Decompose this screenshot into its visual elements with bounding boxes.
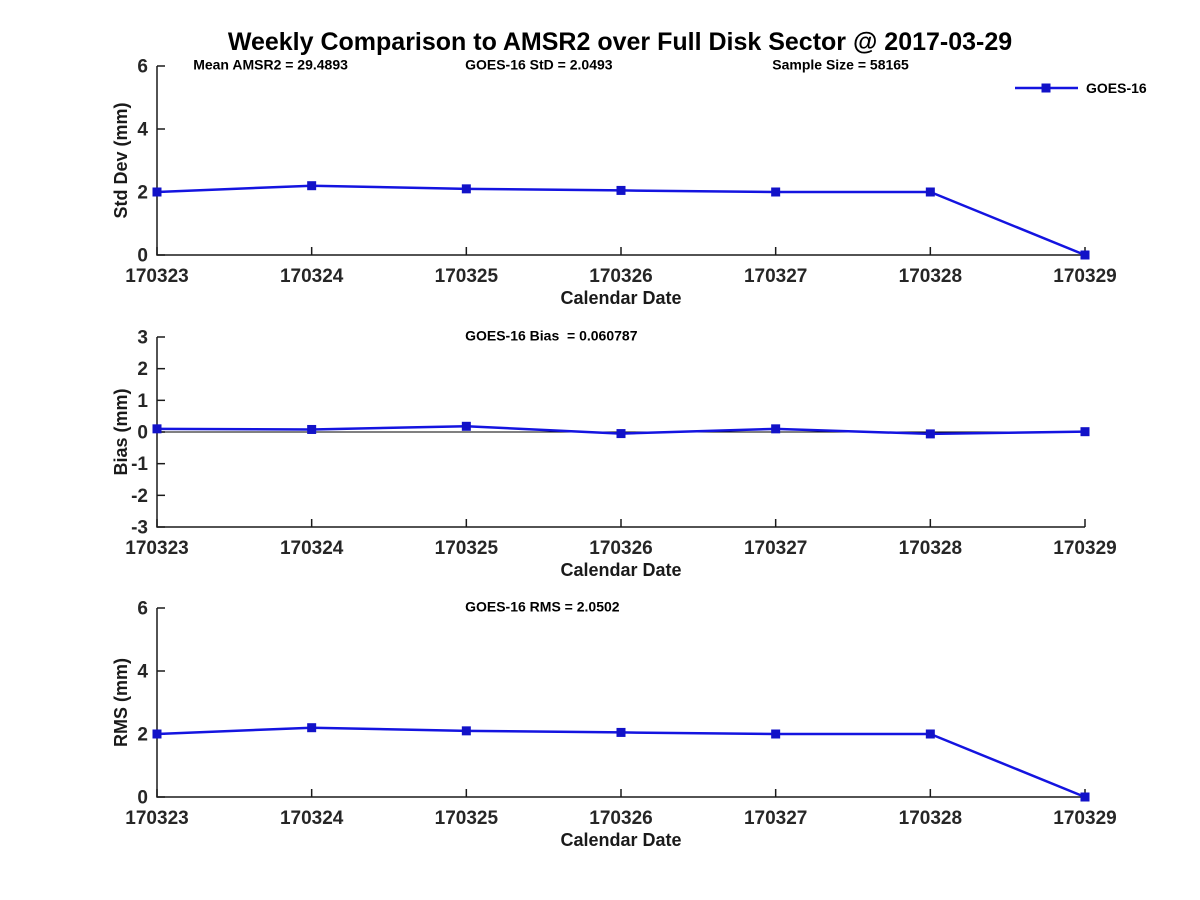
subplot-std-dev-panel: 0 2 4 6 170323 170324 170325 170326 170327 170328… <box>111 57 1147 309</box>
y-tick-label: 6 <box>137 599 148 620</box>
y-tick-label: 2 <box>137 183 148 204</box>
x-tick-label: 170323 <box>125 808 188 829</box>
legend-marker <box>1041 83 1051 93</box>
y-tick-label: 4 <box>137 120 148 141</box>
axes-spines <box>156 608 1085 798</box>
stat-annotation: Mean AMSR2 = 29.4893 <box>193 57 348 73</box>
x-tick-label: 170324 <box>280 808 344 829</box>
x-tick-label: 170326 <box>589 808 652 829</box>
stat-annotation: Sample Size = 58165 <box>772 57 909 73</box>
x-tick-label: 170323 <box>125 266 188 287</box>
y-axis-label: Bias (mm) <box>111 388 131 475</box>
data-point-marker <box>1080 250 1090 260</box>
data-point-marker <box>461 184 471 194</box>
subplot-bias-panel: -3 -2 -1 0 1 2 3 170323 170324 170325 170326 170327… <box>111 328 1117 581</box>
y-tick-label: 0 <box>137 423 148 444</box>
data-point-marker <box>925 429 935 439</box>
data-point-marker <box>152 729 162 739</box>
x-tick-label: 170326 <box>589 538 652 559</box>
data-point-marker <box>771 187 781 197</box>
x-tick-label: 170329 <box>1053 538 1116 559</box>
x-tick-label: 170329 <box>1053 808 1116 829</box>
x-tick-label: 170326 <box>589 266 652 287</box>
x-tick-label: 170325 <box>435 808 499 829</box>
y-axis-label: Std Dev (mm) <box>111 102 131 218</box>
data-point-marker <box>1080 792 1090 802</box>
y-tick-label: 1 <box>137 391 148 412</box>
axes-spines <box>156 66 1085 256</box>
data-point-marker <box>307 181 317 191</box>
data-point-marker <box>307 723 317 733</box>
stat-annotation: GOES-16 Bias = 0.060787 <box>465 328 638 344</box>
data-point-marker <box>616 727 626 737</box>
y-tick-label: 4 <box>137 662 148 683</box>
data-point-marker <box>307 424 317 434</box>
data-point-marker <box>616 429 626 439</box>
data-point-marker <box>152 187 162 197</box>
x-tick-label: 170325 <box>435 538 499 559</box>
y-tick-label: 0 <box>137 246 148 267</box>
x-axis-label: Calendar Date <box>560 288 681 308</box>
x-tick-label: 170325 <box>435 266 499 287</box>
subplot-rms-panel: 0 2 4 6 170323 170324 170325 170326 170327 170328… <box>111 599 1117 851</box>
data-point-marker <box>925 729 935 739</box>
stat-annotation: GOES-16 StD = 2.0493 <box>465 57 613 73</box>
series-line <box>156 184 1086 257</box>
y-tick-label: -1 <box>131 454 148 475</box>
y-tick-label: -3 <box>131 518 148 539</box>
x-tick-label: 170327 <box>744 266 807 287</box>
data-point-marker <box>925 187 935 197</box>
y-tick-label: 2 <box>137 359 148 380</box>
y-tick-label: 0 <box>137 788 148 809</box>
legend: GOES-16 <box>1015 80 1147 96</box>
y-tick-label: 3 <box>137 328 148 349</box>
x-tick-label: 170327 <box>744 538 807 559</box>
data-point-marker <box>771 424 781 434</box>
y-axis-label: RMS (mm) <box>111 658 131 747</box>
data-point-marker <box>771 729 781 739</box>
data-point-marker <box>461 421 471 431</box>
x-tick-label: 170327 <box>744 808 807 829</box>
x-tick-label: 170323 <box>125 538 188 559</box>
x-tick-label: 170324 <box>280 266 344 287</box>
data-point-marker <box>1080 427 1090 437</box>
x-axis-label: Calendar Date <box>560 560 681 580</box>
series-line <box>156 726 1086 799</box>
x-axis-label: Calendar Date <box>560 830 681 850</box>
x-tick-label: 170328 <box>899 266 962 287</box>
chart-title: Weekly Comparison to AMSR2 over Full Dis… <box>227 28 1013 56</box>
x-tick-label: 170328 <box>899 808 962 829</box>
x-tick-label: 170324 <box>280 538 344 559</box>
y-tick-label: 6 <box>137 57 148 78</box>
stat-annotation: GOES-16 RMS = 2.0502 <box>465 599 620 615</box>
data-point-marker <box>152 424 162 434</box>
y-tick-label: -2 <box>131 486 148 507</box>
legend-label: GOES-16 <box>1086 80 1147 96</box>
x-tick-label: 170329 <box>1053 266 1116 287</box>
data-point-marker <box>616 185 626 195</box>
x-tick-label: 170328 <box>899 538 962 559</box>
y-tick-label: 2 <box>137 725 148 746</box>
data-point-marker <box>461 726 471 736</box>
